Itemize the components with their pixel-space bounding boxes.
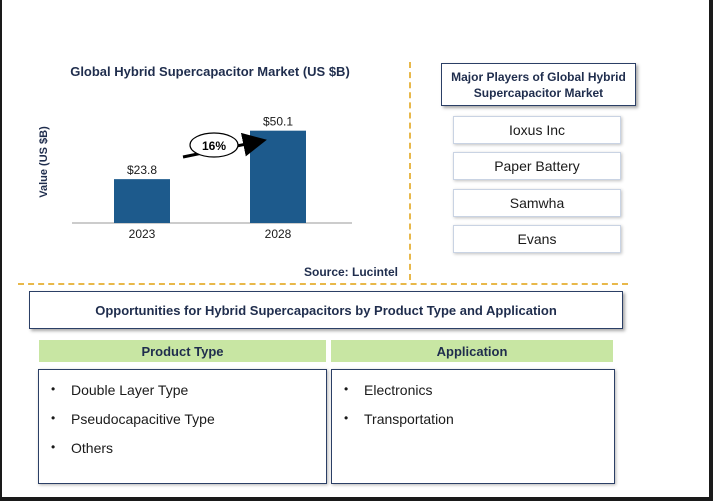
list-item-text: Others [71, 440, 114, 456]
list-item-text: Double Layer Type [71, 382, 189, 398]
list-item-text: Electronics [364, 382, 433, 398]
frame-right-border [709, 0, 713, 501]
chart-title: Global Hybrid Supercapacitor Market (US … [70, 64, 350, 79]
bar-2023 [114, 179, 170, 223]
application-box: • Electronics • Transportation [331, 369, 615, 484]
product-type-box: • Double Layer Type • Pseudocapacitive Type… [38, 369, 327, 484]
bullet-icon: • [344, 411, 349, 425]
application-header: Application [331, 340, 613, 362]
player-item: Evans [453, 225, 621, 253]
frame-left-border [0, 0, 2, 501]
vertical-separator [409, 62, 411, 280]
players-title: Major Players of Global Hybrid Supercapa… [441, 63, 636, 106]
bullet-icon: • [51, 382, 56, 396]
bullet-icon: • [51, 411, 56, 425]
bar-chart: Value (US $B) $23.8 2023 $50.1 2028 16% Sou… [38, 115, 398, 279]
x-tick-2028: 2028 [265, 227, 292, 241]
source-label: Source: Lucintel [304, 265, 398, 279]
bullet-icon: • [344, 382, 349, 396]
list-item-text: Transportation [364, 411, 454, 427]
product-type-header: Product Type [39, 340, 326, 362]
opportunities-title: Opportunities for Hybrid Supercapacitors… [29, 291, 623, 329]
frame-bottom-border [0, 497, 713, 501]
x-tick-2023: 2023 [129, 227, 156, 241]
player-item: Ioxus Inc [453, 116, 621, 144]
list-item-text: Pseudocapacitive Type [71, 411, 215, 427]
horizontal-separator [18, 283, 628, 285]
value-label-2028: $50.1 [263, 115, 293, 129]
y-axis-label: Value (US $B) [38, 126, 50, 198]
bar-2028 [250, 130, 306, 223]
cagr-label: 16% [202, 139, 226, 153]
value-label-2023: $23.8 [127, 163, 157, 177]
cagr-ellipse [189, 132, 239, 158]
bullet-icon: • [51, 440, 56, 454]
player-item: Samwha [453, 189, 621, 217]
player-item: Paper Battery [453, 152, 621, 180]
